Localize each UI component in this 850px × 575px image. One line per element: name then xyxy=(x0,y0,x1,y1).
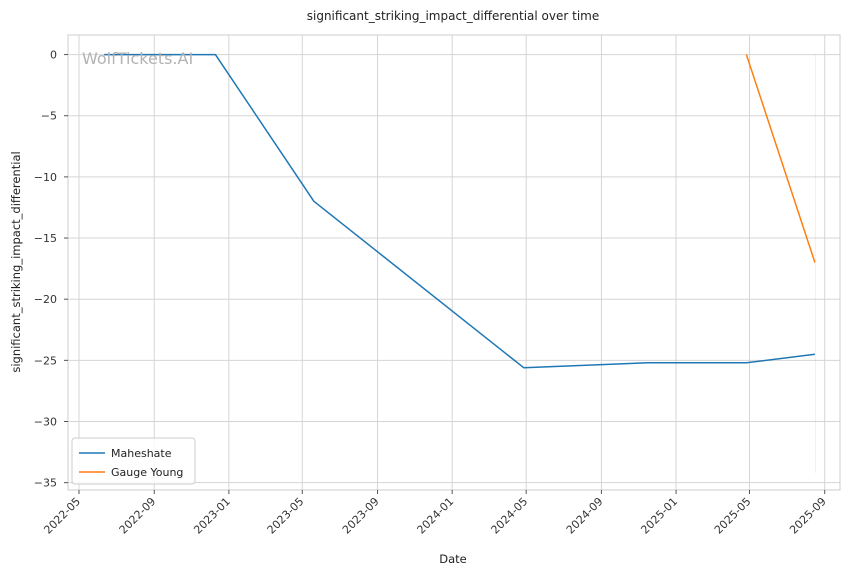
y-tick-label: −20 xyxy=(34,293,57,306)
legend-label-gauge-young: Gauge Young xyxy=(111,466,183,479)
y-tick-label: −5 xyxy=(41,110,57,123)
chart-title: significant_striking_impact_differential… xyxy=(307,9,599,23)
series-line-gauge-young xyxy=(745,54,816,263)
x-axis-label: Date xyxy=(439,552,467,566)
y-tick-label: −30 xyxy=(34,416,57,429)
y-tick-label: −15 xyxy=(34,232,57,245)
series-group xyxy=(104,53,816,473)
plot-area-border xyxy=(67,34,841,491)
plot-frame xyxy=(67,34,841,491)
y-tick-label: −35 xyxy=(34,477,57,490)
series-line-maheshate xyxy=(104,53,815,369)
legend: Maheshate Gauge Young xyxy=(71,437,196,485)
y-tick-label: −10 xyxy=(34,171,57,184)
watermark: WolfTickets.AI xyxy=(82,49,193,68)
y-tick-label: −25 xyxy=(34,354,57,367)
y-tick-label: 0 xyxy=(50,49,57,62)
legend-label-maheshate: Maheshate xyxy=(111,447,172,460)
y-axis-label: significant_striking_impact_differential xyxy=(9,151,23,372)
